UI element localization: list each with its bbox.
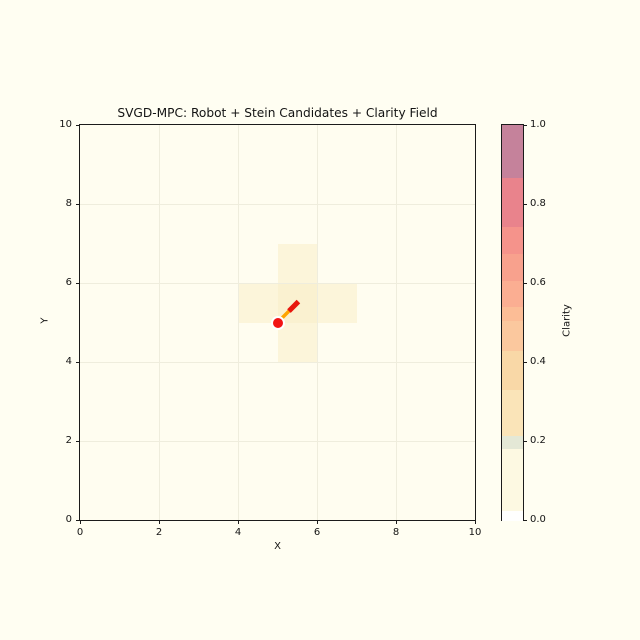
y-tick-mark — [76, 282, 80, 284]
colorbar-band — [502, 350, 523, 391]
y-tick-mark — [76, 203, 80, 205]
colorbar-band — [502, 125, 523, 178]
gridline-vertical — [237, 125, 239, 520]
x-tick-mark — [237, 520, 239, 524]
colorbar-band — [502, 253, 523, 281]
x-tick-mark — [79, 520, 81, 524]
colorbar-tick-mark — [523, 203, 527, 205]
colorbar-band — [502, 435, 523, 450]
colorbar-tick-mark — [523, 361, 527, 363]
x-tick-mark — [158, 520, 160, 524]
x-tick-mark — [395, 520, 397, 524]
x-tick-label: 4 — [234, 527, 242, 538]
colorbar-tick-label: 0.2 — [530, 435, 546, 446]
x-tick-label: 2 — [155, 527, 163, 538]
x-tick-label: 0 — [76, 527, 84, 538]
clarity-cell — [238, 283, 278, 323]
chart-title: SVGD-MPC: Robot + Stein Candidates + Cla… — [117, 106, 438, 120]
colorbar-band — [502, 510, 523, 521]
colorbar-label: Clarity — [561, 304, 573, 337]
arrow-head — [287, 299, 301, 313]
colorbar-tick-label: 0.0 — [530, 514, 546, 525]
y-axis-label: Y — [39, 317, 51, 324]
clarity-cell — [277, 322, 317, 362]
gridline-vertical — [316, 125, 318, 520]
y-tick-label: 8 — [65, 198, 72, 209]
colorbar-tick-label: 0.8 — [530, 198, 546, 209]
gridline-vertical — [395, 125, 397, 520]
colorbar-band — [502, 389, 523, 436]
y-tick-label: 2 — [65, 435, 72, 446]
y-tick-label: 10 — [59, 119, 72, 130]
y-tick-mark — [76, 440, 80, 442]
y-tick-label: 0 — [65, 514, 72, 525]
x-tick-label: 10 — [468, 527, 482, 538]
x-axis-label: X — [274, 541, 281, 552]
colorbar-tick-mark — [523, 124, 527, 126]
colorbar-band — [502, 306, 523, 321]
robot-marker — [270, 315, 285, 330]
colorbar-band — [502, 177, 523, 228]
gridline-horizontal — [80, 440, 475, 442]
colorbar-tick-mark — [523, 440, 527, 442]
colorbar — [501, 124, 524, 521]
clarity-cell — [277, 243, 317, 283]
x-tick-label: 6 — [313, 527, 321, 538]
x-tick-mark — [316, 520, 318, 524]
y-tick-label: 4 — [65, 356, 72, 367]
colorbar-band — [502, 320, 523, 351]
gridline-horizontal — [80, 282, 475, 284]
y-tick-label: 6 — [65, 277, 72, 288]
colorbar-tick-label: 0.6 — [530, 277, 546, 288]
y-tick-mark — [76, 124, 80, 126]
y-tick-mark — [76, 361, 80, 363]
x-tick-mark — [474, 520, 476, 524]
gridline-horizontal — [80, 361, 475, 363]
colorbar-tick-mark — [523, 282, 527, 284]
gridline-horizontal — [80, 203, 475, 205]
colorbar-tick-mark — [523, 519, 527, 521]
colorbar-tick-label: 1.0 — [530, 119, 546, 130]
colorbar-tick-label: 0.4 — [530, 356, 546, 367]
clarity-cell — [317, 283, 357, 323]
colorbar-band — [502, 226, 523, 255]
colorbar-band — [502, 448, 523, 511]
y-tick-mark — [76, 519, 80, 521]
x-tick-label: 8 — [392, 527, 400, 538]
plot-area — [79, 124, 476, 521]
gridline-vertical — [158, 125, 160, 520]
colorbar-band — [502, 280, 523, 308]
